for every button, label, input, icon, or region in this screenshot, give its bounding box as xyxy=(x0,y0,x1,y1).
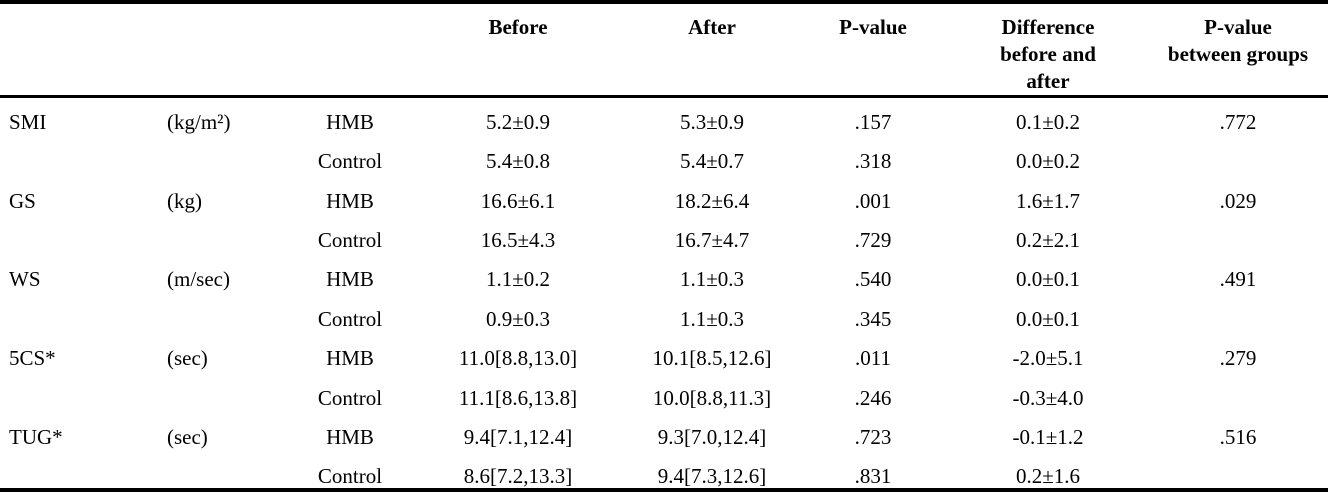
cell-pvalue: .318 xyxy=(854,149,892,173)
cell-before: 0.9±0.3 xyxy=(485,307,551,331)
header-pvalue-between: P-value between groups xyxy=(1148,14,1328,68)
header-difference-line3: after xyxy=(1026,69,1070,93)
cell-before: 9.4[7.1,12.4] xyxy=(463,425,573,449)
cell-pvalue: .345 xyxy=(854,307,892,331)
cell-after: 16.7±4.7 xyxy=(674,228,750,252)
cell-pvalue-between: .029 xyxy=(1219,189,1257,213)
cell-difference: 0.2±1.6 xyxy=(1015,464,1081,488)
cell-group: HMB xyxy=(326,425,374,449)
cell-pvalue: .001 xyxy=(854,189,892,213)
cell-measure: TUG* xyxy=(9,425,63,449)
cell-pvalue-between: .772 xyxy=(1219,110,1257,134)
cell-pvalue: .540 xyxy=(854,267,892,291)
header-pvalue-between-line2: between groups xyxy=(1167,42,1309,66)
cell-unit: (m/sec) xyxy=(167,267,230,291)
cell-after: 5.3±0.9 xyxy=(679,110,745,134)
header-difference-line1: Difference xyxy=(1001,15,1095,39)
header-pvalue-between-line1: P-value xyxy=(1204,15,1272,39)
cell-before: 11.0[8.8,13.0] xyxy=(458,346,578,370)
cell-pvalue: .246 xyxy=(854,386,892,410)
cell-group: HMB xyxy=(326,267,374,291)
cell-difference: 1.6±1.7 xyxy=(1015,189,1081,213)
header-after: After xyxy=(688,15,736,39)
cell-difference: -2.0±5.1 xyxy=(1012,346,1084,370)
cell-before: 16.5±4.3 xyxy=(480,228,556,252)
cell-unit: (kg) xyxy=(167,189,202,213)
header-difference: Difference before and after xyxy=(968,14,1128,95)
cell-unit: (sec) xyxy=(167,425,208,449)
cell-before: 11.1[8.6,13.8] xyxy=(458,386,578,410)
cell-after: 10.0[8.8,11.3] xyxy=(652,386,772,410)
cell-measure: 5CS* xyxy=(9,346,56,370)
cell-pvalue-between: .491 xyxy=(1219,267,1257,291)
cell-unit: (sec) xyxy=(167,346,208,370)
header-before: Before xyxy=(488,15,548,39)
cell-after: 1.1±0.3 xyxy=(679,307,745,331)
cell-measure: GS xyxy=(9,189,36,213)
cell-group: HMB xyxy=(326,110,374,134)
cell-unit: (kg/m²) xyxy=(167,110,231,134)
cell-after: 10.1[8.5,12.6] xyxy=(652,346,772,370)
cell-measure: SMI xyxy=(9,110,47,134)
cell-before: 5.2±0.9 xyxy=(485,110,551,134)
cell-pvalue: .011 xyxy=(855,346,891,370)
cell-difference: -0.1±1.2 xyxy=(1012,425,1084,449)
cell-difference: 0.1±0.2 xyxy=(1015,110,1081,134)
cell-pvalue-between: .279 xyxy=(1219,346,1257,370)
cell-after: 5.4±0.7 xyxy=(679,149,745,173)
header-rule xyxy=(0,95,1328,98)
header-pvalue: P-value xyxy=(839,15,907,39)
cell-after: 18.2±6.4 xyxy=(674,189,750,213)
cell-measure: WS xyxy=(9,267,41,291)
cell-after: 9.4[7.3,12.6] xyxy=(657,464,767,488)
cell-group: Control xyxy=(317,228,383,252)
cell-group: Control xyxy=(317,386,383,410)
cell-difference: -0.3±4.0 xyxy=(1012,386,1084,410)
cell-before: 8.6[7.2,13.3] xyxy=(463,464,573,488)
cell-pvalue: .157 xyxy=(854,110,892,134)
cell-after: 1.1±0.3 xyxy=(679,267,745,291)
cell-group: Control xyxy=(317,464,383,488)
cell-difference: 0.0±0.1 xyxy=(1015,307,1081,331)
cell-pvalue: .723 xyxy=(854,425,892,449)
top-rule xyxy=(0,0,1328,4)
cell-difference: 0.0±0.1 xyxy=(1015,267,1081,291)
bottom-rule xyxy=(0,488,1328,492)
cell-group: Control xyxy=(317,149,383,173)
cell-difference: 0.0±0.2 xyxy=(1015,149,1081,173)
cell-group: HMB xyxy=(326,346,374,370)
cell-pvalue: .729 xyxy=(854,228,892,252)
cell-before: 16.6±6.1 xyxy=(480,189,556,213)
cell-before: 1.1±0.2 xyxy=(485,267,551,291)
cell-group: Control xyxy=(317,307,383,331)
cell-group: HMB xyxy=(326,189,374,213)
header-difference-line2: before and xyxy=(1000,42,1096,66)
cell-pvalue: .831 xyxy=(854,464,892,488)
cell-before: 5.4±0.8 xyxy=(485,149,551,173)
cell-pvalue-between: .516 xyxy=(1219,425,1257,449)
cell-difference: 0.2±2.1 xyxy=(1015,228,1081,252)
cell-after: 9.3[7.0,12.4] xyxy=(657,425,767,449)
